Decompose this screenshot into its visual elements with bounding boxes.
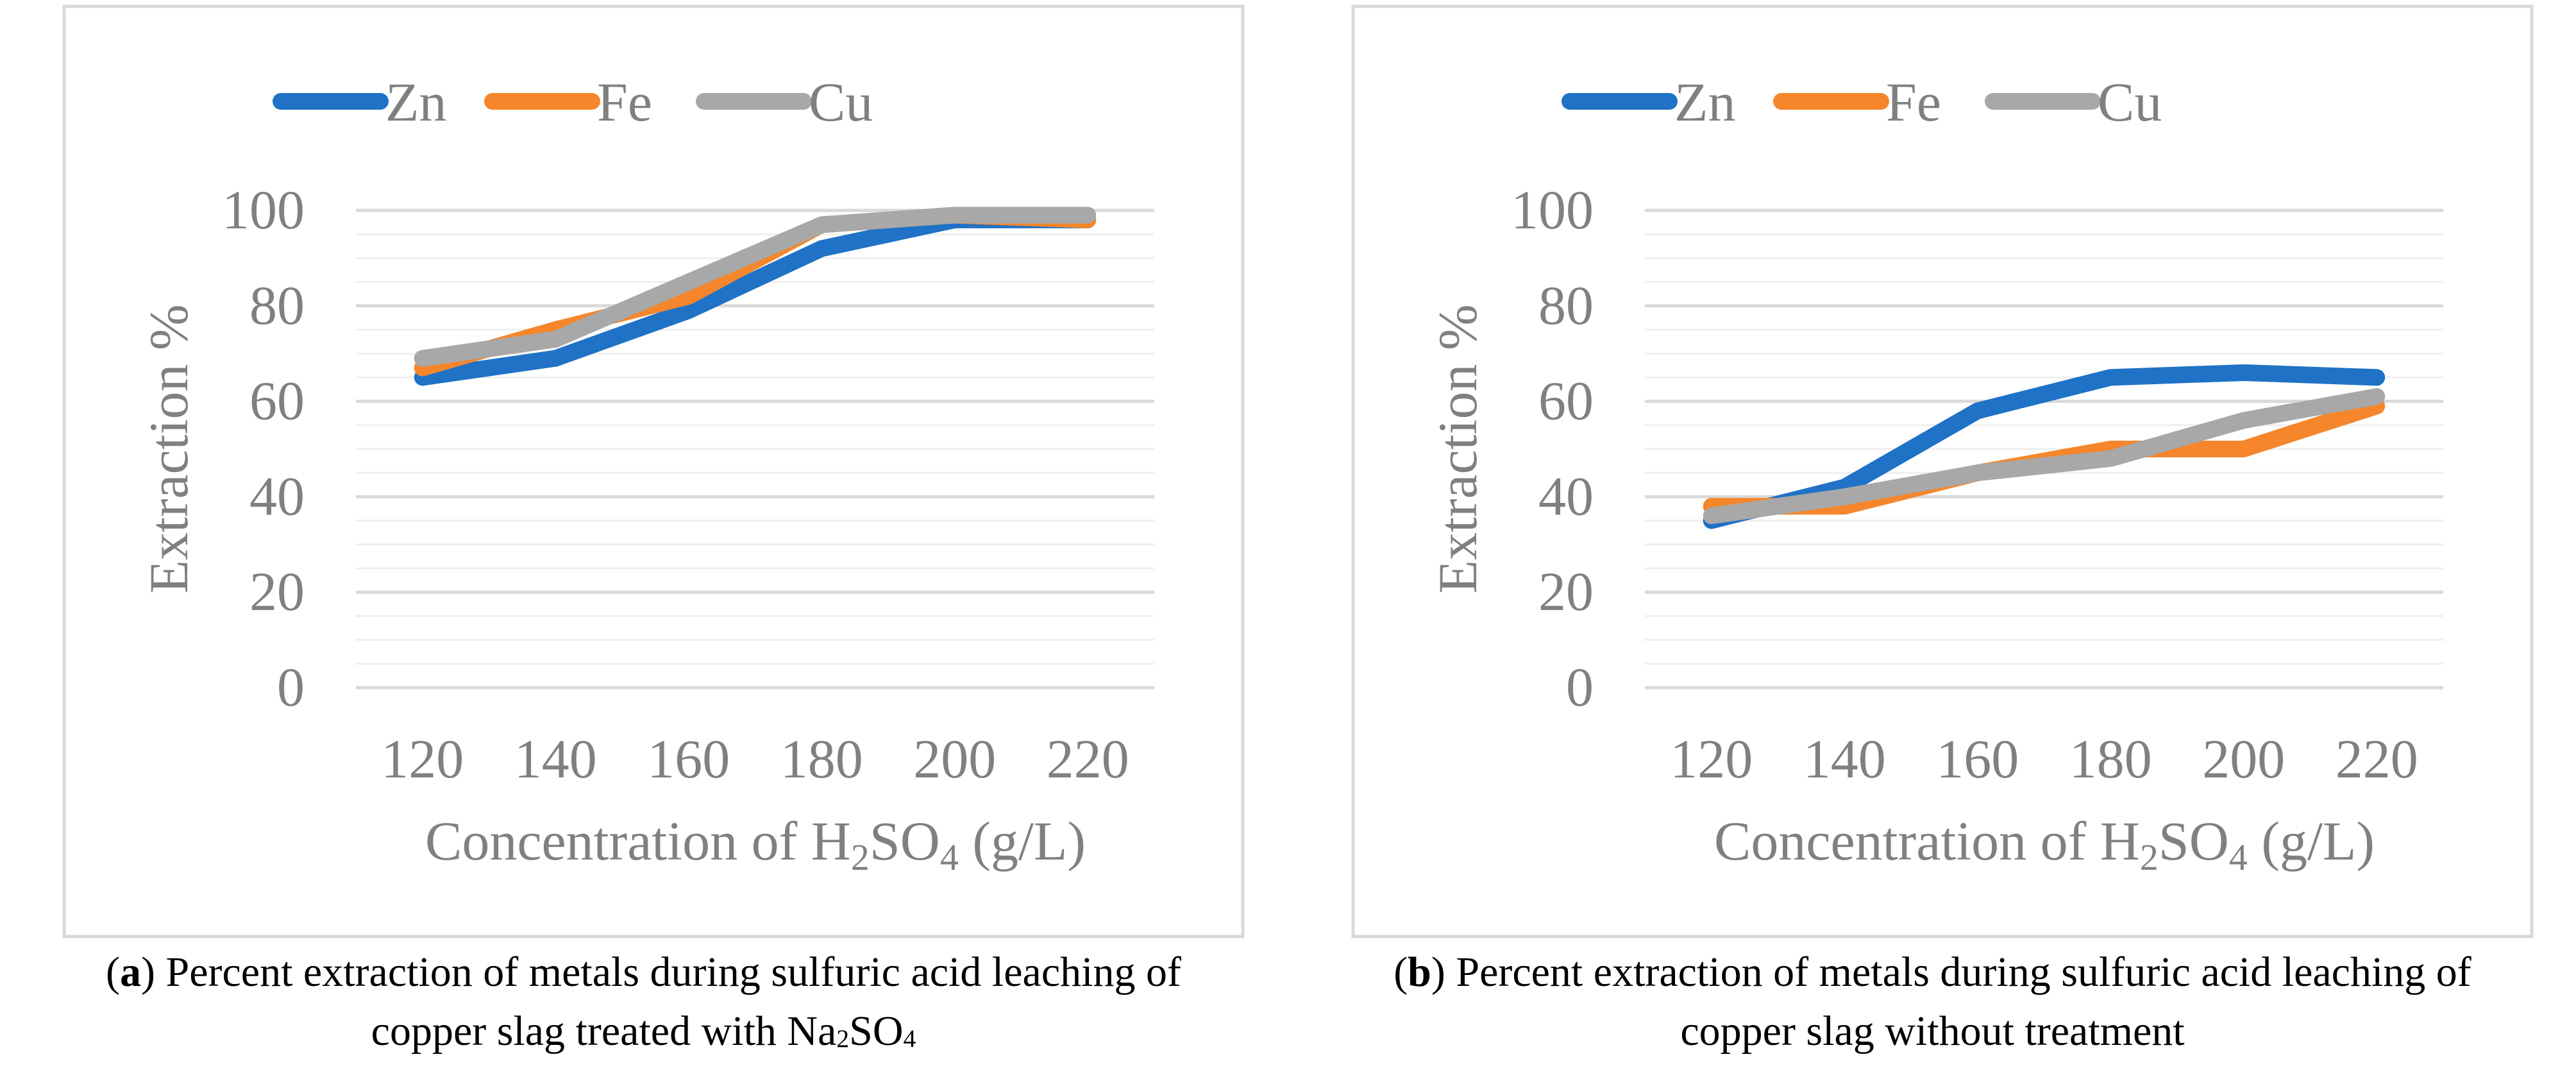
caption-b-line2: copper slag without treatment <box>1289 1002 2576 1061</box>
x-axis-label: Concentration of H2SO4 (g/L) <box>1714 810 2375 878</box>
y-tick-label: 80 <box>1538 275 1594 336</box>
legend-label-zn: Zn <box>1674 71 1736 133</box>
caption-b: (b) Percent extraction of metals during … <box>1289 943 2576 1061</box>
y-tick-label: 60 <box>1538 370 1594 432</box>
x-tick-label: 200 <box>2202 728 2285 790</box>
y-axis-label: Extraction % <box>1427 304 1488 593</box>
y-tick-label: 20 <box>1538 561 1594 622</box>
x-tick-label: 140 <box>1803 728 1886 790</box>
series-line-cu <box>414 207 1097 367</box>
legend-label-zn: Zn <box>385 71 447 133</box>
legend-label-fe: Fe <box>597 71 652 133</box>
x-tick-label: 160 <box>647 728 730 790</box>
y-tick-label: 0 <box>1566 656 1594 718</box>
series-lines <box>1703 364 2386 529</box>
series-lines <box>414 207 1097 386</box>
x-tick-label: 160 <box>1936 728 2019 790</box>
caption-a-text1: ) Percent extraction of metals during su… <box>141 949 1181 996</box>
y-tick-label: 40 <box>249 465 305 527</box>
caption-a-letter: a <box>120 949 142 996</box>
caption-a-sub2: 4 <box>903 1024 916 1053</box>
caption-b-letter: b <box>1408 949 1431 996</box>
caption-b-text1: ) Percent extraction of metals during su… <box>1431 949 2471 996</box>
x-tick-label: 140 <box>514 728 597 790</box>
x-tick-label: 180 <box>2069 728 2152 790</box>
legend-label-cu: Cu <box>809 71 873 133</box>
y-tick-label: 100 <box>222 179 305 241</box>
caption-a-text2: copper slag treated with Na <box>371 1008 837 1055</box>
x-tick-label: 200 <box>913 728 996 790</box>
chart-panel-b: 0 20 40 60 80 100 120 140 160 180 200 220 Extraction… <box>1289 0 2538 1068</box>
series-line-cu <box>1703 388 2386 525</box>
legend-label-fe: Fe <box>1886 71 1941 133</box>
y-tick-label: 40 <box>1538 465 1594 527</box>
x-tick-label: 120 <box>1670 728 1753 790</box>
y-tick-label: 100 <box>1511 179 1594 241</box>
caption-a-line1: (a) Percent extraction of metals during … <box>106 949 1181 996</box>
y-tick-label: 60 <box>249 370 305 432</box>
caption-b-text2: copper slag without treatment <box>1680 1008 2185 1055</box>
y-tick-label: 0 <box>277 656 305 718</box>
y-axis-label: Extraction % <box>138 304 199 593</box>
chart-a: 0 20 40 60 80 100 120 140 160 180 200 220 Extraction… <box>62 4 1245 938</box>
y-tick-label: 20 <box>249 561 305 622</box>
caption-a: (a) Percent extraction of metals during … <box>0 943 1287 1068</box>
legend-label-cu: Cu <box>2098 71 2162 133</box>
y-tick-label: 80 <box>249 275 305 336</box>
x-tick-label: 220 <box>1047 728 1129 790</box>
x-tick-label: 220 <box>2336 728 2418 790</box>
caption-a-sub1: 2 <box>836 1024 850 1053</box>
caption-a-text3: SO <box>849 1008 904 1055</box>
x-tick-label: 120 <box>381 728 464 790</box>
legend: Zn Fe Cu <box>1562 71 2162 133</box>
caption-a-line2: copper slag treated with Na2SO4 <box>0 1002 1287 1068</box>
x-axis-label: Concentration of H2SO4 (g/L) <box>425 810 1086 878</box>
chart-panel-a: 0 20 40 60 80 100 120 140 160 180 200 220 Extraction… <box>0 0 1249 1068</box>
caption-b-line1: (b) Percent extraction of metals during … <box>1393 949 2471 996</box>
x-tick-label: 180 <box>780 728 863 790</box>
legend: Zn Fe Cu <box>273 71 873 133</box>
chart-frame <box>62 4 1245 938</box>
chart-b: 0 20 40 60 80 100 120 140 160 180 200 220 Extraction… <box>1351 4 2534 938</box>
